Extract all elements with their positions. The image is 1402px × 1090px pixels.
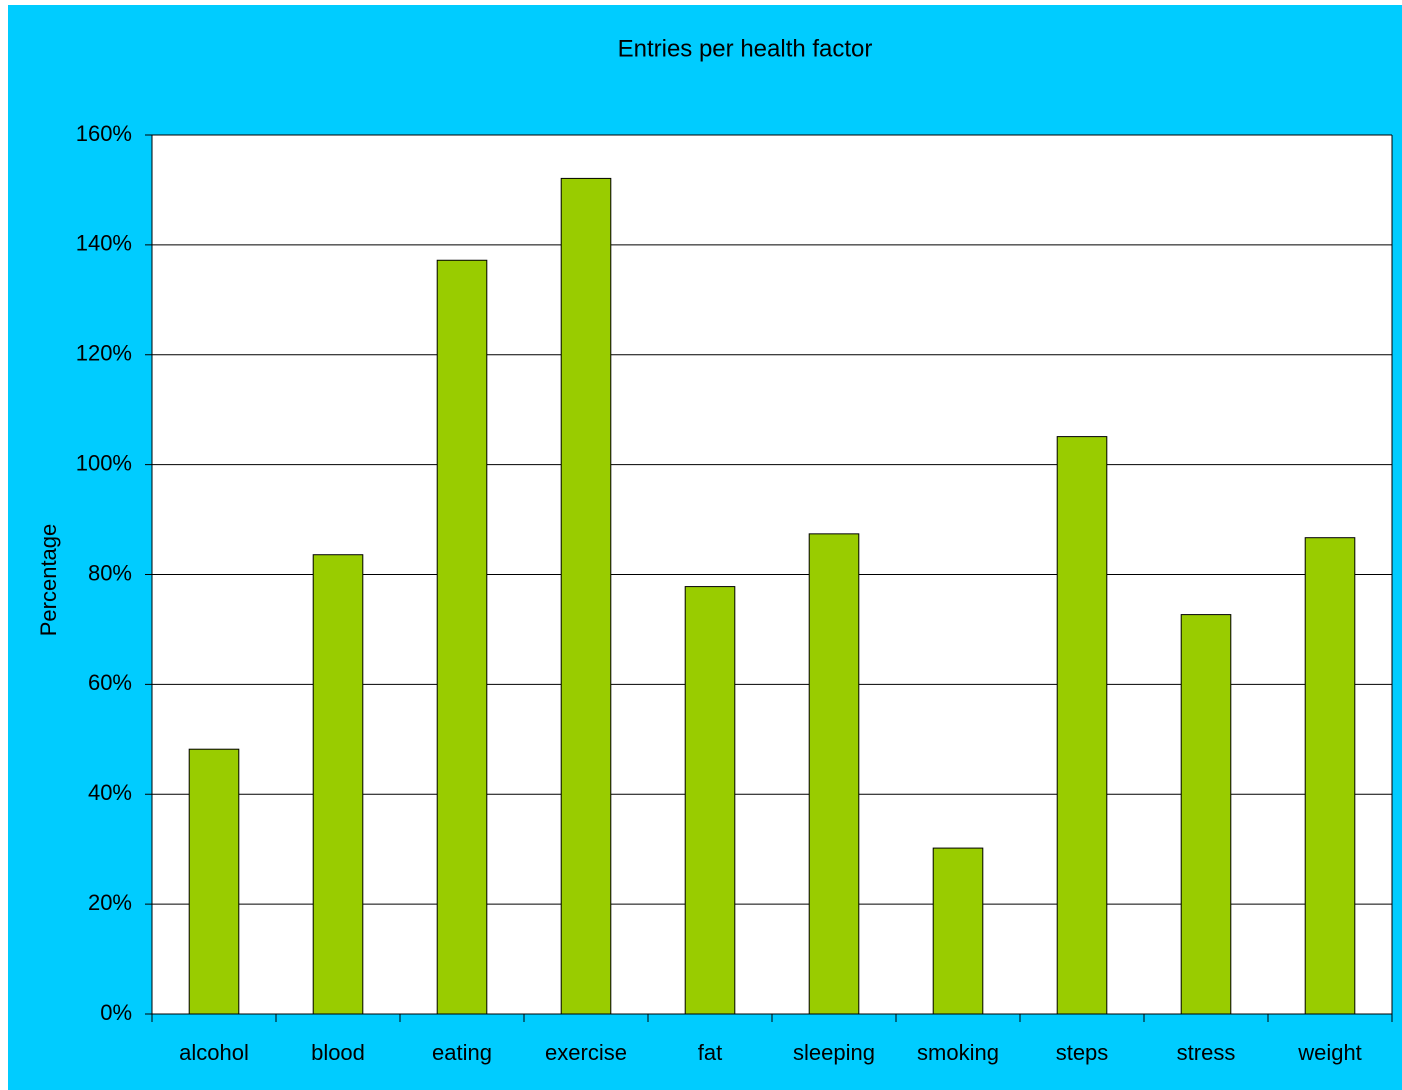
x-tick-label: weight bbox=[1297, 1040, 1362, 1065]
bar bbox=[1304, 537, 1356, 1015]
y-tick-label: 40% bbox=[88, 780, 132, 805]
bar bbox=[436, 259, 488, 1015]
y-tick-label: 140% bbox=[76, 231, 132, 256]
bar bbox=[560, 177, 612, 1015]
bar bbox=[312, 554, 364, 1015]
bar bbox=[808, 533, 860, 1015]
bar bbox=[684, 586, 736, 1015]
y-tick-label: 120% bbox=[76, 341, 132, 366]
x-tick-label: alcohol bbox=[179, 1040, 249, 1065]
y-tick-label: 100% bbox=[76, 450, 132, 475]
y-tick-label: 20% bbox=[88, 890, 132, 915]
x-tick-label: eating bbox=[432, 1040, 492, 1065]
x-tick-label: smoking bbox=[917, 1040, 999, 1065]
bar bbox=[1056, 436, 1108, 1015]
x-tick-label: fat bbox=[698, 1040, 722, 1065]
y-axis-title: Percentage bbox=[36, 524, 61, 637]
x-tick-label: blood bbox=[311, 1040, 365, 1065]
y-tick-label: 0% bbox=[100, 1000, 132, 1025]
bar bbox=[188, 748, 240, 1015]
y-tick-label: 80% bbox=[88, 560, 132, 585]
bar bbox=[932, 847, 984, 1015]
x-tick-label: steps bbox=[1056, 1040, 1109, 1065]
y-tick-label: 60% bbox=[88, 670, 132, 695]
x-tick-label: exercise bbox=[545, 1040, 627, 1065]
x-tick-label: stress bbox=[1177, 1040, 1236, 1065]
bar bbox=[1180, 614, 1232, 1015]
chart-title: Entries per health factor bbox=[618, 35, 873, 62]
x-tick-label: sleeping bbox=[793, 1040, 875, 1065]
y-tick-label: 160% bbox=[76, 121, 132, 146]
